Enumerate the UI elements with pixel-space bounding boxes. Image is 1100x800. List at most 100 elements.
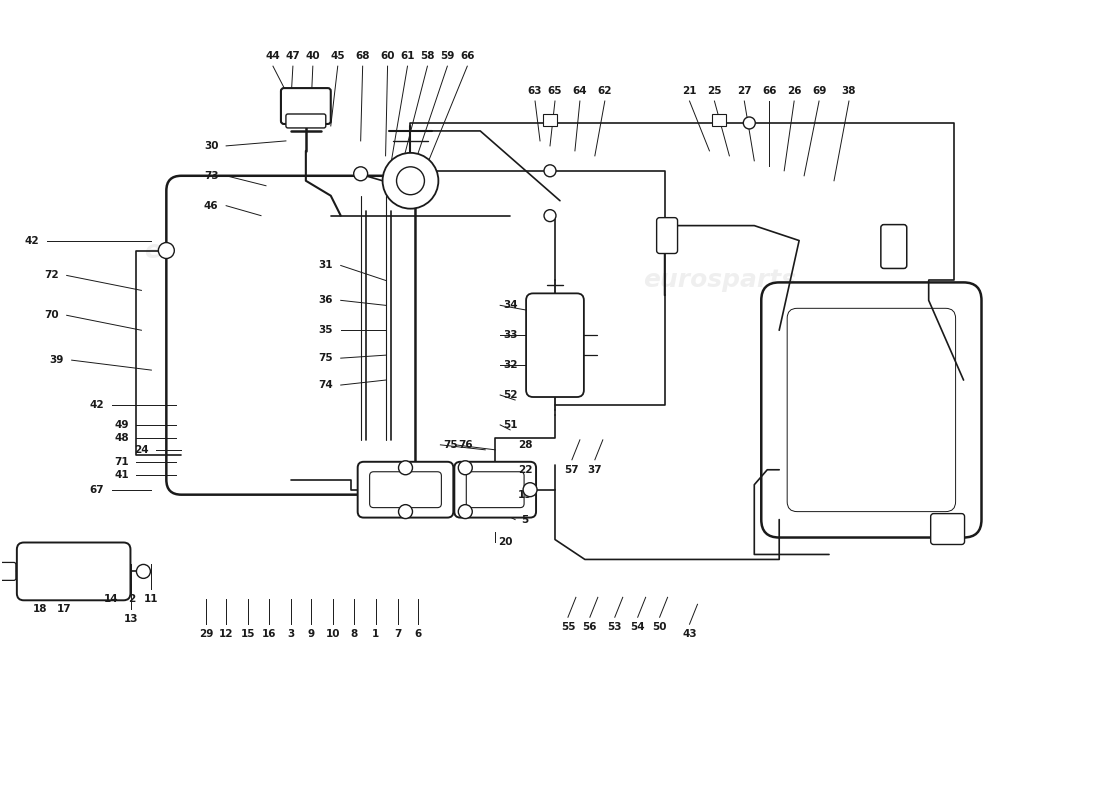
Bar <box>543 114 557 126</box>
Text: 18: 18 <box>33 604 47 614</box>
Text: 9: 9 <box>307 629 315 639</box>
Text: eurosparts: eurosparts <box>144 238 298 262</box>
Text: 60: 60 <box>381 51 395 61</box>
FancyBboxPatch shape <box>761 282 981 538</box>
Text: 51: 51 <box>503 420 517 430</box>
Text: 33: 33 <box>503 330 517 340</box>
Bar <box>713 114 726 126</box>
Circle shape <box>398 505 412 518</box>
Text: 29: 29 <box>199 629 213 639</box>
Circle shape <box>744 117 756 129</box>
Text: 21: 21 <box>682 86 696 96</box>
Text: 48: 48 <box>114 433 129 443</box>
FancyBboxPatch shape <box>166 176 416 494</box>
Text: 34: 34 <box>503 300 517 310</box>
FancyBboxPatch shape <box>370 472 441 508</box>
Circle shape <box>158 242 174 258</box>
Text: 14: 14 <box>104 594 119 604</box>
Text: 50: 50 <box>652 622 667 632</box>
Text: 71: 71 <box>114 457 129 466</box>
FancyBboxPatch shape <box>358 462 453 518</box>
Text: 42: 42 <box>89 400 103 410</box>
Text: 56: 56 <box>583 622 597 632</box>
Circle shape <box>383 153 439 209</box>
Text: 36: 36 <box>319 295 333 306</box>
Circle shape <box>544 165 556 177</box>
Text: 57: 57 <box>564 465 580 474</box>
Circle shape <box>524 482 537 497</box>
Text: 58: 58 <box>420 51 434 61</box>
Text: 39: 39 <box>50 355 64 365</box>
Circle shape <box>396 167 425 194</box>
FancyBboxPatch shape <box>16 542 131 600</box>
Circle shape <box>398 461 412 474</box>
Text: 17: 17 <box>56 604 72 614</box>
Text: 20: 20 <box>498 537 513 546</box>
FancyBboxPatch shape <box>931 514 965 545</box>
Text: 15: 15 <box>241 629 255 639</box>
Text: 31: 31 <box>319 261 333 270</box>
FancyBboxPatch shape <box>466 472 524 508</box>
FancyBboxPatch shape <box>286 114 326 128</box>
Text: 35: 35 <box>319 326 333 335</box>
Text: 16: 16 <box>262 629 276 639</box>
Text: 67: 67 <box>89 485 103 494</box>
Text: 27: 27 <box>737 86 751 96</box>
Text: 7: 7 <box>394 629 402 639</box>
Text: 43: 43 <box>682 629 696 639</box>
Text: 75: 75 <box>443 440 458 450</box>
Text: 64: 64 <box>573 86 587 96</box>
Text: 52: 52 <box>503 390 517 400</box>
Text: 69: 69 <box>812 86 826 96</box>
Text: 19: 19 <box>518 490 532 500</box>
Circle shape <box>544 210 556 222</box>
Text: 45: 45 <box>330 51 345 61</box>
Text: 62: 62 <box>597 86 612 96</box>
Text: 47: 47 <box>286 51 300 61</box>
Text: 1: 1 <box>372 629 379 639</box>
Text: 5: 5 <box>521 514 529 525</box>
Circle shape <box>136 565 151 578</box>
Text: 63: 63 <box>528 86 542 96</box>
Text: 68: 68 <box>355 51 370 61</box>
Text: 44: 44 <box>265 51 280 61</box>
Text: 49: 49 <box>114 420 129 430</box>
FancyBboxPatch shape <box>0 562 15 580</box>
FancyBboxPatch shape <box>788 308 956 512</box>
FancyBboxPatch shape <box>454 462 536 518</box>
Text: 22: 22 <box>518 465 532 474</box>
Text: 30: 30 <box>204 141 219 151</box>
Text: 55: 55 <box>561 622 575 632</box>
Text: 8: 8 <box>350 629 358 639</box>
Text: 54: 54 <box>630 622 645 632</box>
Text: 25: 25 <box>707 86 722 96</box>
Text: 11: 11 <box>144 594 158 604</box>
Text: eurosparts: eurosparts <box>642 269 796 293</box>
Text: 2: 2 <box>128 594 135 604</box>
Text: 66: 66 <box>460 51 474 61</box>
FancyBboxPatch shape <box>657 218 678 254</box>
Text: 3: 3 <box>287 629 295 639</box>
Text: 61: 61 <box>400 51 415 61</box>
Text: 65: 65 <box>548 86 562 96</box>
Text: 66: 66 <box>762 86 777 96</box>
Text: 40: 40 <box>306 51 320 61</box>
Circle shape <box>459 461 472 474</box>
FancyBboxPatch shape <box>526 294 584 397</box>
Text: 46: 46 <box>204 201 219 210</box>
Text: 73: 73 <box>204 170 219 181</box>
Text: 41: 41 <box>114 470 129 480</box>
Text: 38: 38 <box>842 86 856 96</box>
Text: 6: 6 <box>415 629 422 639</box>
Text: 28: 28 <box>518 440 532 450</box>
Text: 24: 24 <box>134 445 148 455</box>
Text: 13: 13 <box>124 614 139 624</box>
Text: 42: 42 <box>24 235 40 246</box>
Circle shape <box>354 167 367 181</box>
Text: 37: 37 <box>587 465 602 474</box>
FancyBboxPatch shape <box>280 88 331 124</box>
FancyBboxPatch shape <box>881 225 906 269</box>
Text: 26: 26 <box>786 86 802 96</box>
Text: 74: 74 <box>318 380 333 390</box>
Circle shape <box>459 505 472 518</box>
